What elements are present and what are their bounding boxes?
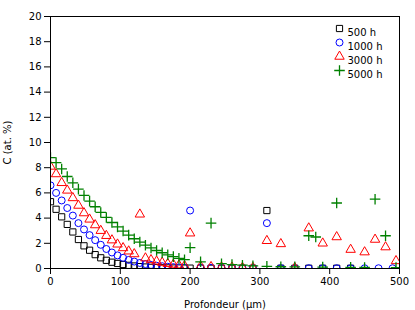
svg-text:500 h: 500 h xyxy=(348,27,377,38)
svg-text:10: 10 xyxy=(29,137,42,148)
svg-text:Profondeur (μm): Profondeur (μm) xyxy=(184,299,266,310)
svg-text:C (at. %): C (at. %) xyxy=(2,120,13,164)
svg-text:12: 12 xyxy=(29,112,42,123)
svg-text:1000 h: 1000 h xyxy=(348,41,383,52)
svg-text:6: 6 xyxy=(35,187,41,198)
svg-text:0: 0 xyxy=(47,276,53,287)
svg-text:100: 100 xyxy=(111,276,130,287)
svg-text:300: 300 xyxy=(250,276,269,287)
svg-text:400: 400 xyxy=(320,276,339,287)
svg-text:16: 16 xyxy=(29,61,42,72)
svg-text:500: 500 xyxy=(390,276,409,287)
svg-text:200: 200 xyxy=(181,276,200,287)
svg-text:8: 8 xyxy=(35,162,41,173)
svg-text:2: 2 xyxy=(35,238,41,249)
svg-text:14: 14 xyxy=(29,86,42,97)
svg-text:3000 h: 3000 h xyxy=(348,55,383,66)
svg-text:18: 18 xyxy=(29,36,42,47)
svg-text:20: 20 xyxy=(29,11,42,22)
svg-text:5000 h: 5000 h xyxy=(348,69,383,80)
svg-text:4: 4 xyxy=(35,212,41,223)
svg-text:0: 0 xyxy=(35,263,41,274)
